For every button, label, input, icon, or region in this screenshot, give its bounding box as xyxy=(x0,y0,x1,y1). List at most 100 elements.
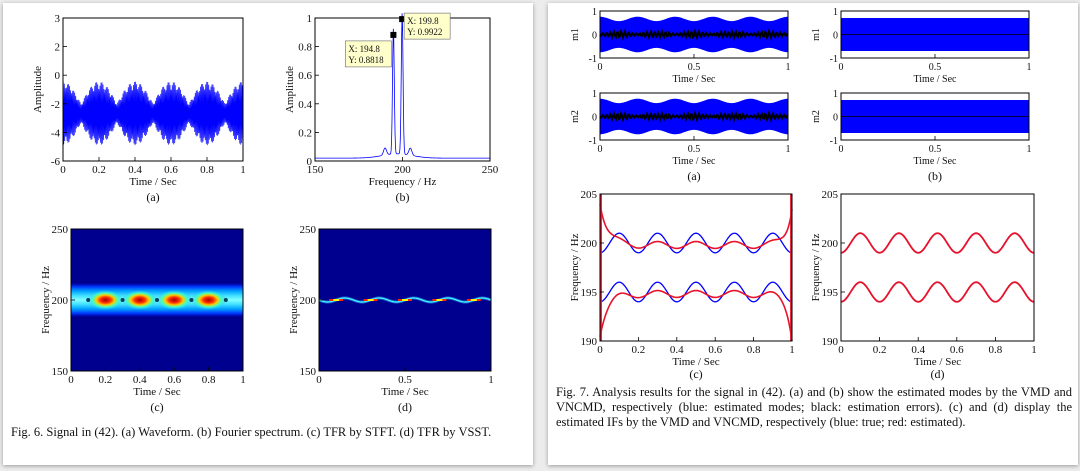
fig6d-ytick-label: 250 xyxy=(300,224,317,236)
fig7b-m1-xtick-label: 0 xyxy=(839,62,844,73)
fig7c-xtick-label: 0.2 xyxy=(632,344,646,356)
fig6c-node xyxy=(86,298,91,302)
fig7c-xtick-label: 0.6 xyxy=(708,344,722,356)
figure-6-caption: Fig. 6. Signal in (42). (a) Waveform. (b… xyxy=(11,425,492,439)
fig6c-energy-blob xyxy=(156,290,193,310)
fig7c-xtick-label: 0.4 xyxy=(670,344,684,356)
fig7a-m2-error xyxy=(599,109,789,124)
fig6b-ytick-label: 0.8 xyxy=(298,42,312,54)
fig7d-ytick-label: 190 xyxy=(822,336,839,348)
fig7a-m2-ytick-label: 1 xyxy=(592,89,597,100)
fig6a-frame xyxy=(62,17,244,162)
fig6b-ylabel: Amplitude xyxy=(284,66,296,113)
fig7a-m1-xtick-label: 0 xyxy=(598,62,603,73)
fig7b-m2-ytick-label: 1 xyxy=(833,89,838,100)
fig6b-ytick-label: 1 xyxy=(307,13,313,25)
fig6a-ytick-label: -4 xyxy=(51,127,61,139)
fig6a-xtick-label: 0.2 xyxy=(92,164,106,176)
fig6b-datatip-marker xyxy=(390,31,397,38)
fig6d-xtick-label: 0.5 xyxy=(398,374,412,386)
fig7d-ytick-label: 195 xyxy=(822,287,839,299)
fig7c-xtick-label: 0.8 xyxy=(747,344,761,356)
fig7b-m1-ytick-label: 1 xyxy=(833,7,838,18)
fig6c-xlabel: Time / Sec xyxy=(133,386,180,398)
fig7d-ytick-label: 205 xyxy=(822,189,839,201)
fig6a-ytick-label: 0 xyxy=(55,70,61,82)
fig7a-m1-ylabel: m1 xyxy=(570,28,581,41)
fig7c-ytick-label: 190 xyxy=(581,336,598,348)
fig7d-xtick-label: 0 xyxy=(838,344,844,356)
fig7d-estimated-if xyxy=(840,281,1035,303)
fig6c-label: (c) xyxy=(150,400,163,414)
fig6b-datatip-y: Y: 0.9922 xyxy=(407,27,442,37)
fig7b-m2-ylabel: m2 xyxy=(811,110,822,123)
figure-7-panel: 0 0.5 1 -1 0 1 Time / Sec m1 0 0.5 1 -1 0 1 Time / Sec… xyxy=(548,3,1078,465)
fig7b-m2-ytick-label: -1 xyxy=(830,136,838,147)
fig6b-ytick-label: 0.6 xyxy=(298,70,312,82)
fig7a-m2-xlabel: Time / Sec xyxy=(673,156,717,167)
fig7a-m2-ytick-label: -1 xyxy=(589,136,597,147)
fig7c-xlabel: Time / Sec xyxy=(672,356,719,368)
fig6c-energy-blob xyxy=(121,290,158,310)
fig6a-label: (a) xyxy=(146,190,159,204)
fig6b-xtick-label: 200 xyxy=(394,164,411,176)
fig6b-ytick-label: 0.4 xyxy=(298,99,312,111)
fig6a-xtick-label: 1 xyxy=(240,164,246,176)
fig6d-xtick-label: 1 xyxy=(488,374,494,386)
fig7b-label: (b) xyxy=(928,169,942,183)
fig6c-ytick-label: 150 xyxy=(52,366,69,378)
fig6c-node xyxy=(155,298,159,302)
fig7b-m2-xtick-label: 0.5 xyxy=(929,144,942,155)
figure-6-plots: 0 0.2 0.4 0.6 0.8 1 -6 -4 -2 0 2 3 Time / Sec Amplitu… xyxy=(32,12,499,414)
fig6d-ylabel: Frequency / Hz xyxy=(288,266,300,334)
fig7d-xlabel: Time / Sec xyxy=(914,356,961,368)
fig6b-xlabel: Frequency / Hz xyxy=(369,176,437,188)
fig6b-datatip-y: Y: 0.8818 xyxy=(348,55,384,65)
fig6c-xtick-label: 0.4 xyxy=(133,374,147,386)
fig7a-m2-xtick-label: 0.5 xyxy=(688,144,701,155)
fig7d-frame xyxy=(840,193,1035,342)
fig6b-datatip-x: X: 199.8 xyxy=(407,16,439,26)
fig7c-ytick-label: 200 xyxy=(581,238,598,250)
fig7a-m1-error xyxy=(599,27,789,42)
fig6c-xtick-label: 0.8 xyxy=(202,374,216,386)
fig6c-energy-blob xyxy=(190,290,227,310)
fig7c-ytick-label: 195 xyxy=(581,287,598,299)
fig6a-ylabel: Amplitude xyxy=(32,66,44,113)
fig7b-m1-xtick-label: 0.5 xyxy=(929,62,942,73)
fig6d-ytick-label: 200 xyxy=(300,295,317,307)
fig6a-ytick-label: 2 xyxy=(55,42,61,54)
fig6b-ytick-label: 0.2 xyxy=(298,127,312,139)
fig6d-ytick-label: 150 xyxy=(300,366,317,378)
fig6a-xtick-label: 0.8 xyxy=(200,164,214,176)
fig6c-node xyxy=(189,298,194,302)
fig7d-xtick-label: 0.6 xyxy=(950,344,964,356)
fig6c-ytick-label: 200 xyxy=(52,295,69,307)
fig7d-estimated-if xyxy=(840,232,1035,254)
fig7d-xtick-label: 0.4 xyxy=(911,344,925,356)
fig6b-datatip-box xyxy=(345,40,392,68)
fig6c-xtick-label: 0 xyxy=(68,374,74,386)
fig6a-waveform xyxy=(62,81,244,146)
fig6b-label: (b) xyxy=(396,190,410,204)
fig6a-xtick-label: 0.4 xyxy=(128,164,142,176)
fig6b-xtick-label: 250 xyxy=(482,164,499,176)
fig7b-m2-ytick-label: 0 xyxy=(833,113,838,124)
fig7a-m2-xtick-label: 0 xyxy=(598,144,603,155)
fig7a-label: (a) xyxy=(687,169,700,183)
fig7c-ylabel: Frequency / Hz xyxy=(569,233,581,301)
fig6b-xtick-label: 150 xyxy=(307,164,324,176)
fig7b-m1-xlabel: Time / Sec xyxy=(914,74,958,85)
fig6d-xlabel: Time / Sec xyxy=(381,386,428,398)
fig7c-frame xyxy=(599,193,793,342)
fig6c-xtick-label: 0.2 xyxy=(99,374,113,386)
figure-7-caption: Fig. 7. Analysis results for the signal … xyxy=(556,385,1072,429)
fig7c-estimated-if xyxy=(599,204,793,250)
fig7a-m2-ytick-label: 0 xyxy=(592,113,597,124)
fig7b-m2-xlabel: Time / Sec xyxy=(914,156,958,167)
fig7a-m1-xtick-label: 1 xyxy=(786,62,791,73)
fig6a-xtick-label: 0.6 xyxy=(164,164,178,176)
fig6c-energy-blob xyxy=(87,290,124,310)
fig6b-datatip-marker xyxy=(399,16,406,23)
